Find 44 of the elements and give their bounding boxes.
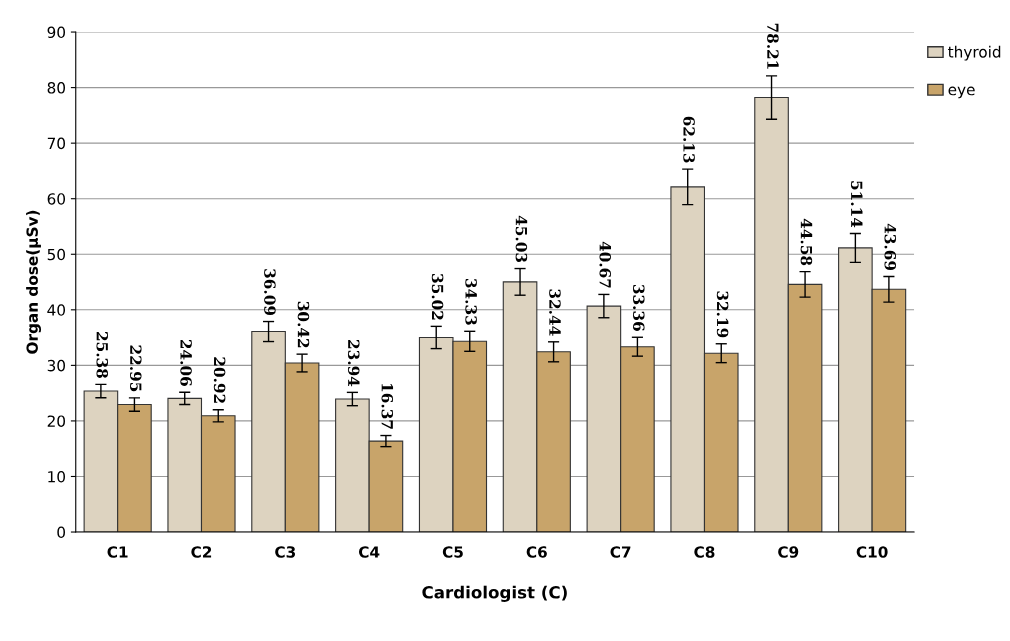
data-label: 30.42 [297,301,310,348]
data-label: 16.37 [381,384,394,429]
x-tick-label: C2 [191,546,212,558]
y-tick-label: 40 [47,304,66,316]
y-tick-label: 50 [47,248,66,261]
data-label: 62.13 [683,116,695,163]
y-tick-label: 30 [47,359,66,372]
data-label: 78.21 [767,23,779,69]
data-label: 22.95 [130,345,142,392]
data-label: 45.03 [515,215,528,263]
x-tick-label: C5 [442,546,463,558]
data-label: 44.58 [800,218,813,266]
x-tick-label: C9 [778,546,799,558]
x-tick-label: C7 [610,546,631,558]
legend-label: eye [948,86,975,99]
y-tick-label: 70 [47,137,66,150]
data-label: 25.38 [96,332,109,378]
x-tick-label: C6 [526,546,547,558]
data-label: 40.67 [599,241,611,288]
y-tick-label: 80 [47,82,66,94]
data-label: 24.06 [180,339,192,386]
x-axis-title: Cardiologist (C) [422,585,567,602]
y-tick-label: 90 [47,26,66,39]
x-tick-label: C3 [275,546,296,558]
x-tick-label: C4 [359,546,380,558]
data-label: 34.33 [465,278,477,325]
data-label: 20.92 [213,357,226,403]
data-label: 23.94 [347,340,360,387]
data-label: 32.19 [716,291,729,338]
y-tick-label: 20 [47,415,66,427]
legend-label: thyroid [948,45,1001,61]
y-tick-label: 0 [57,526,66,539]
y-axis-title: Organ dose(μSv) [26,210,42,354]
x-tick-label: C10 [856,546,888,558]
y-tick-label: 10 [48,470,66,483]
data-label: 36.09 [264,269,276,316]
data-label: 33.36 [632,284,645,331]
data-label: 43.69 [884,223,897,271]
data-label: 51.14 [850,181,863,228]
data-label: 32.44 [549,289,561,336]
x-tick-label: C8 [694,546,715,558]
y-tick-label: 60 [47,193,66,205]
data-label: 35.02 [431,274,444,320]
x-tick-label: C1 [107,546,128,558]
